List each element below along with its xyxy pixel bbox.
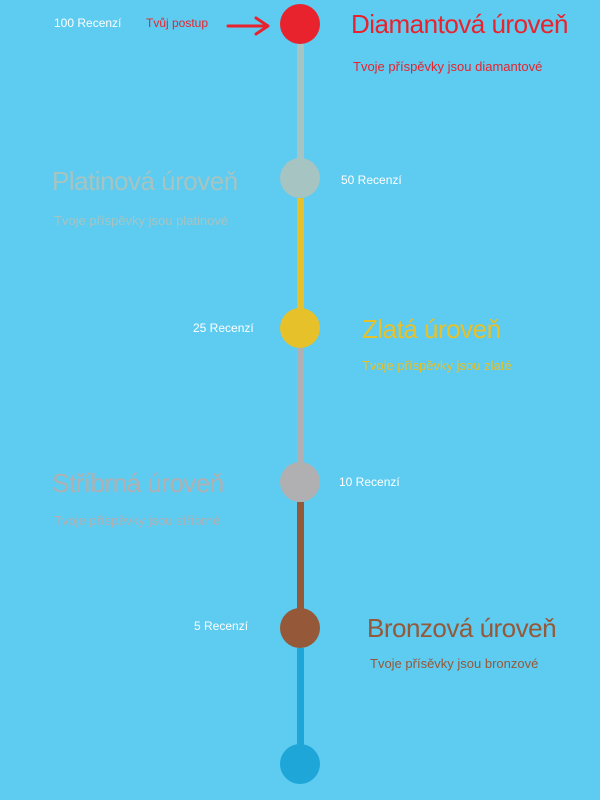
- progress-label: Tvůj postup: [146, 16, 209, 30]
- timeline-segment-base: [297, 648, 304, 764]
- level-subtitle-silver: Tvoje příspěvky jsou stříbrné: [54, 513, 221, 528]
- level-node-start: [280, 744, 320, 784]
- level-title-bronze: Bronzová úroveň: [367, 613, 557, 643]
- timeline-segment-platinum: [297, 44, 304, 178]
- diamond-count-label: 100 Recenzí: [54, 16, 122, 30]
- level-title-platinum: Platinová úroveň: [52, 166, 238, 196]
- gold-count-label: 25 Recenzí: [193, 321, 254, 335]
- level-title-silver: Stříbrná úroveň: [52, 468, 224, 498]
- level-subtitle-gold: Tvoje příspěvky jsou zlaté: [362, 358, 512, 373]
- level-title-gold: Zlatá úroveň: [362, 314, 501, 344]
- level-node-platinum[interactable]: [280, 158, 320, 198]
- timeline-segment-gold: [297, 198, 304, 328]
- level-title-diamond: Diamantová úroveň: [351, 9, 568, 39]
- bronze-count-label: 5 Recenzí: [194, 619, 249, 633]
- arrow-right-icon: [226, 16, 270, 36]
- timeline-segment-bronze: [297, 502, 304, 628]
- level-node-bronze[interactable]: [280, 608, 320, 648]
- level-subtitle-diamond: Tvoje příspěvky jsou diamantové: [353, 59, 543, 74]
- level-node-gold[interactable]: [280, 308, 320, 348]
- platinum-count-label: 50 Recenzí: [341, 173, 402, 187]
- level-node-silver[interactable]: [280, 462, 320, 502]
- level-node-diamond[interactable]: [280, 4, 320, 44]
- level-subtitle-platinum: Tvoje příspěvky jsou platinové: [54, 213, 229, 228]
- silver-count-label: 10 Recenzí: [339, 475, 400, 489]
- level-subtitle-bronze: Tvoje přísěvky jsou bronzové: [370, 656, 539, 671]
- timeline-segment-silver: [297, 348, 304, 482]
